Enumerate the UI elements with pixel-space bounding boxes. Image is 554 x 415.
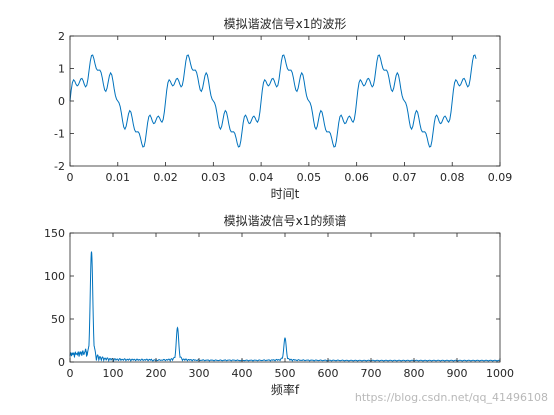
x-tick-label: 0.02 [153,171,178,184]
x-tick-label: 0.07 [392,171,417,184]
y-tick-label: -1 [54,128,65,141]
x-tick-label: 0.01 [106,171,131,184]
x-tick-label: 0.06 [344,171,369,184]
y-tick-label: 0 [58,95,65,108]
x-tick-label: 1000 [486,367,514,380]
series-line [69,54,477,148]
x-tick-label: 500 [275,367,296,380]
x-tick-label: 300 [189,367,210,380]
x-tick-label: 800 [404,367,425,380]
y-tick-label: 1 [58,63,65,76]
spectrum-chart: 0 100 200 300 400 500 600 700 800 900 1000 0 50 100 15… [44,213,514,397]
x-tick-label: 200 [146,367,167,380]
x-tick-label: 0.05 [297,171,322,184]
axes-box [69,232,501,363]
x-tick-label: 0.09 [488,171,513,184]
x-tick-label: 0.04 [249,171,274,184]
y-tick-label: -2 [54,160,65,173]
x-tick-label: 400 [232,367,253,380]
y-tick-label: 0 [58,356,65,369]
axes-box [69,35,501,167]
x-tick-label: 0 [67,367,74,380]
x-tick-label: 0 [67,171,74,184]
x-tick-label: 0.03 [201,171,226,184]
x-tick-label: 700 [361,367,382,380]
y-tick-label: 2 [58,30,65,43]
x-tick-label: 600 [318,367,339,380]
series-line [69,251,501,363]
y-tick-label: 150 [44,227,65,240]
watermark-text: https://blog.csdn.net/qq_41496108 [355,391,548,404]
chart-title: 模拟谐波信号x1的频谱 [224,213,347,228]
x-tick-label: 100 [103,367,124,380]
chart-title: 模拟谐波信号x1的波形 [224,16,347,31]
x-tick-label: 900 [447,367,468,380]
y-tick-label: 50 [51,313,65,326]
waveform-chart: 0 0.01 0.02 0.03 0.04 0.05 0.06 0.07 0.08 0.09 -2 -… [54,16,512,201]
y-tick-label: 100 [44,270,65,283]
x-axis-label: 时间t [271,187,300,201]
x-tick-label: 0.08 [440,171,465,184]
x-axis-label: 频率f [271,382,300,397]
